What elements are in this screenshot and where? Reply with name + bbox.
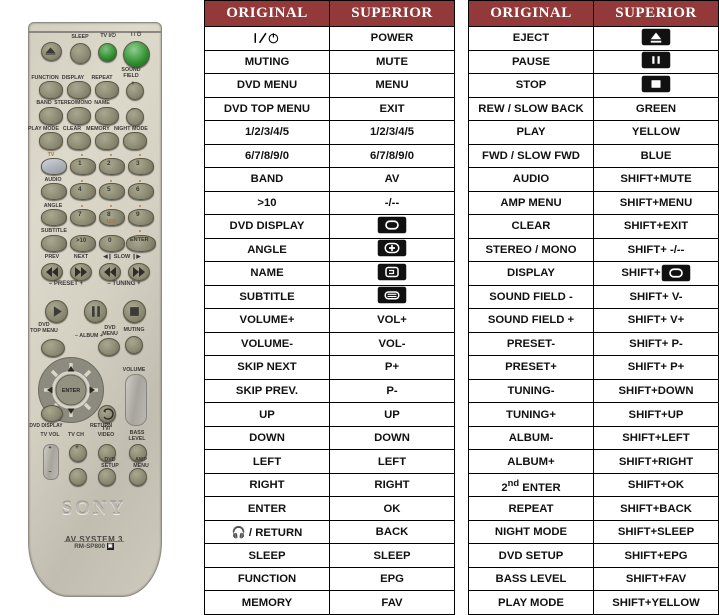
svg-text:ENTER: ENTER — [62, 388, 80, 394]
